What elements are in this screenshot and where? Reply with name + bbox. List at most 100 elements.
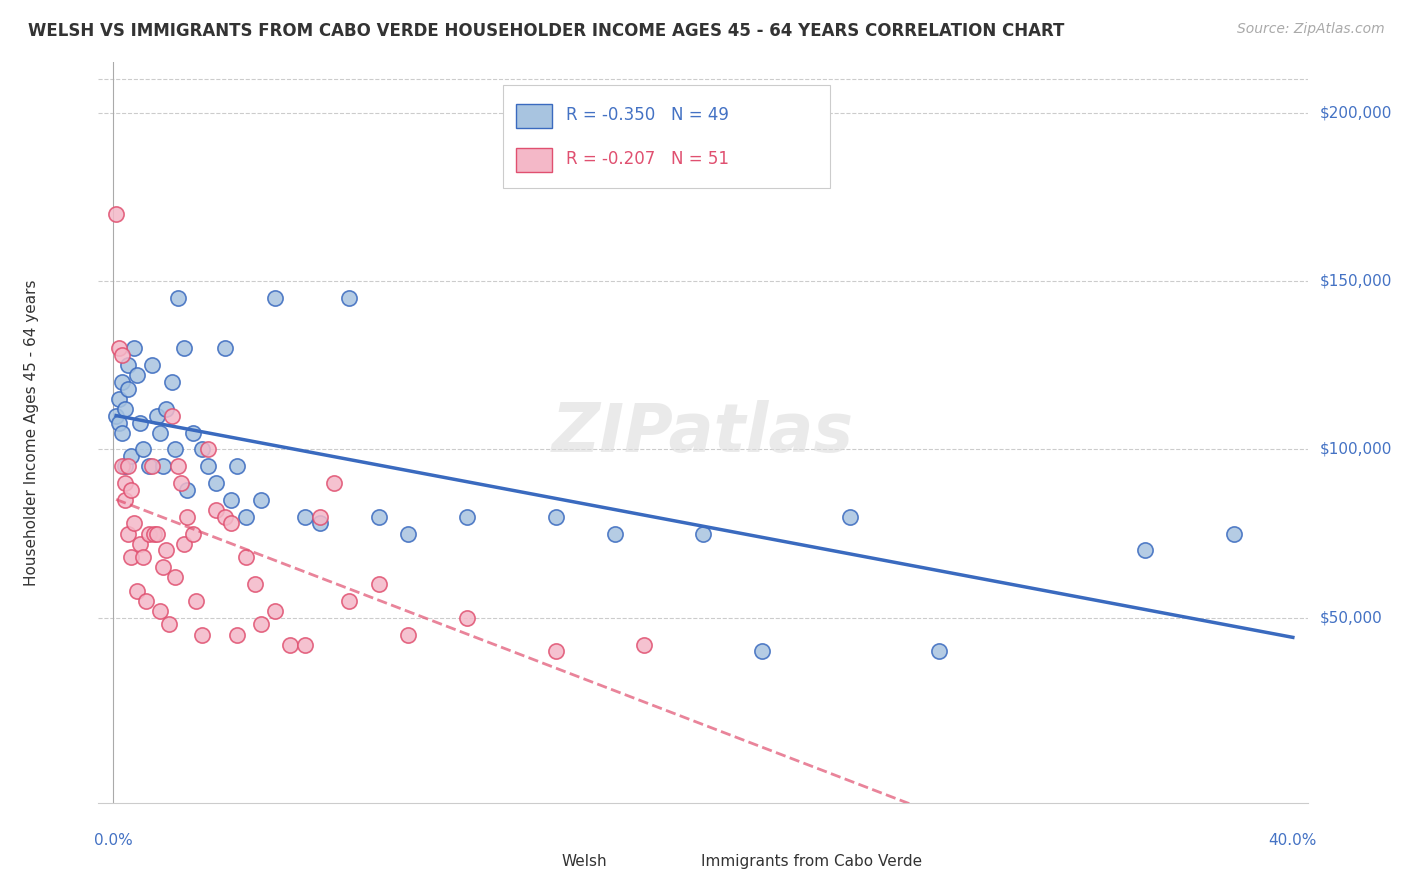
Point <box>146 526 169 541</box>
Point <box>226 459 249 474</box>
Point <box>308 509 330 524</box>
Point <box>131 442 153 457</box>
Point <box>181 526 204 541</box>
Text: WELSH VS IMMIGRANTS FROM CABO VERDE HOUSEHOLDER INCOME AGES 45 - 64 YEARS CORREL: WELSH VS IMMIGRANTS FROM CABO VERDE HOUS… <box>28 22 1064 40</box>
Point <box>152 560 174 574</box>
Point <box>120 483 142 497</box>
Point <box>173 342 195 356</box>
Point <box>128 536 150 550</box>
Point <box>396 627 419 641</box>
Point <box>125 368 148 383</box>
Point <box>108 392 131 406</box>
Point <box>278 638 301 652</box>
Point <box>117 359 139 373</box>
Point <box>105 207 128 221</box>
Point <box>111 348 134 362</box>
Point <box>235 550 257 565</box>
Point <box>117 459 139 474</box>
Text: ZIPatlas: ZIPatlas <box>553 400 853 466</box>
Point <box>160 375 183 389</box>
Point <box>135 594 157 608</box>
Point <box>167 291 190 305</box>
Point <box>544 509 567 524</box>
Text: Welsh: Welsh <box>561 854 607 869</box>
Point <box>197 442 219 457</box>
Point <box>294 638 316 652</box>
Point <box>235 509 257 524</box>
Point <box>396 526 419 541</box>
Point <box>128 416 150 430</box>
Point <box>1223 526 1246 541</box>
Point <box>173 536 195 550</box>
Point <box>214 509 236 524</box>
Point <box>111 425 134 440</box>
Text: $100,000: $100,000 <box>1320 442 1392 457</box>
Point <box>190 627 212 641</box>
Point <box>146 409 169 423</box>
Point <box>111 459 134 474</box>
Point <box>157 617 180 632</box>
Point <box>544 644 567 658</box>
Text: $50,000: $50,000 <box>1320 610 1382 625</box>
Point <box>176 483 198 497</box>
Text: $200,000: $200,000 <box>1320 105 1392 120</box>
Point <box>125 583 148 598</box>
Point <box>249 492 271 507</box>
Point <box>243 577 266 591</box>
Point <box>155 402 177 417</box>
Point <box>323 476 346 491</box>
FancyBboxPatch shape <box>666 849 693 873</box>
Point <box>205 503 228 517</box>
Point <box>120 449 142 463</box>
Point <box>249 617 271 632</box>
Point <box>152 459 174 474</box>
Point <box>165 442 187 457</box>
Point <box>108 416 131 430</box>
Point <box>122 516 145 531</box>
Point <box>264 291 287 305</box>
Point <box>108 342 131 356</box>
Point <box>197 459 219 474</box>
Point <box>184 594 207 608</box>
Text: R = -0.350   N = 49: R = -0.350 N = 49 <box>567 106 730 124</box>
Point <box>170 476 193 491</box>
Point <box>219 516 242 531</box>
Point <box>167 459 190 474</box>
Point <box>456 509 478 524</box>
Point <box>308 516 330 531</box>
Point <box>138 526 160 541</box>
Point <box>165 570 187 584</box>
Point <box>928 644 950 658</box>
Point <box>603 526 626 541</box>
Point <box>264 604 287 618</box>
Point <box>117 526 139 541</box>
FancyBboxPatch shape <box>503 85 830 188</box>
Text: 40.0%: 40.0% <box>1268 833 1317 848</box>
Point <box>131 550 153 565</box>
Text: 0.0%: 0.0% <box>94 833 132 848</box>
Point <box>114 492 136 507</box>
Point <box>176 509 198 524</box>
Point <box>226 627 249 641</box>
Text: $150,000: $150,000 <box>1320 274 1392 289</box>
Point <box>120 550 142 565</box>
Point <box>138 459 160 474</box>
Point <box>111 375 134 389</box>
Point <box>149 604 172 618</box>
Point <box>1135 543 1157 558</box>
Text: Immigrants from Cabo Verde: Immigrants from Cabo Verde <box>700 854 922 869</box>
Point <box>114 402 136 417</box>
Point <box>219 492 242 507</box>
Point <box>839 509 862 524</box>
Point <box>122 342 145 356</box>
Point <box>205 476 228 491</box>
Text: Householder Income Ages 45 - 64 years: Householder Income Ages 45 - 64 years <box>24 279 39 586</box>
Point <box>141 359 163 373</box>
Point <box>190 442 212 457</box>
Point <box>143 526 166 541</box>
Point <box>141 459 163 474</box>
Point <box>294 509 316 524</box>
Point <box>117 382 139 396</box>
FancyBboxPatch shape <box>527 849 554 873</box>
Point <box>367 577 389 591</box>
